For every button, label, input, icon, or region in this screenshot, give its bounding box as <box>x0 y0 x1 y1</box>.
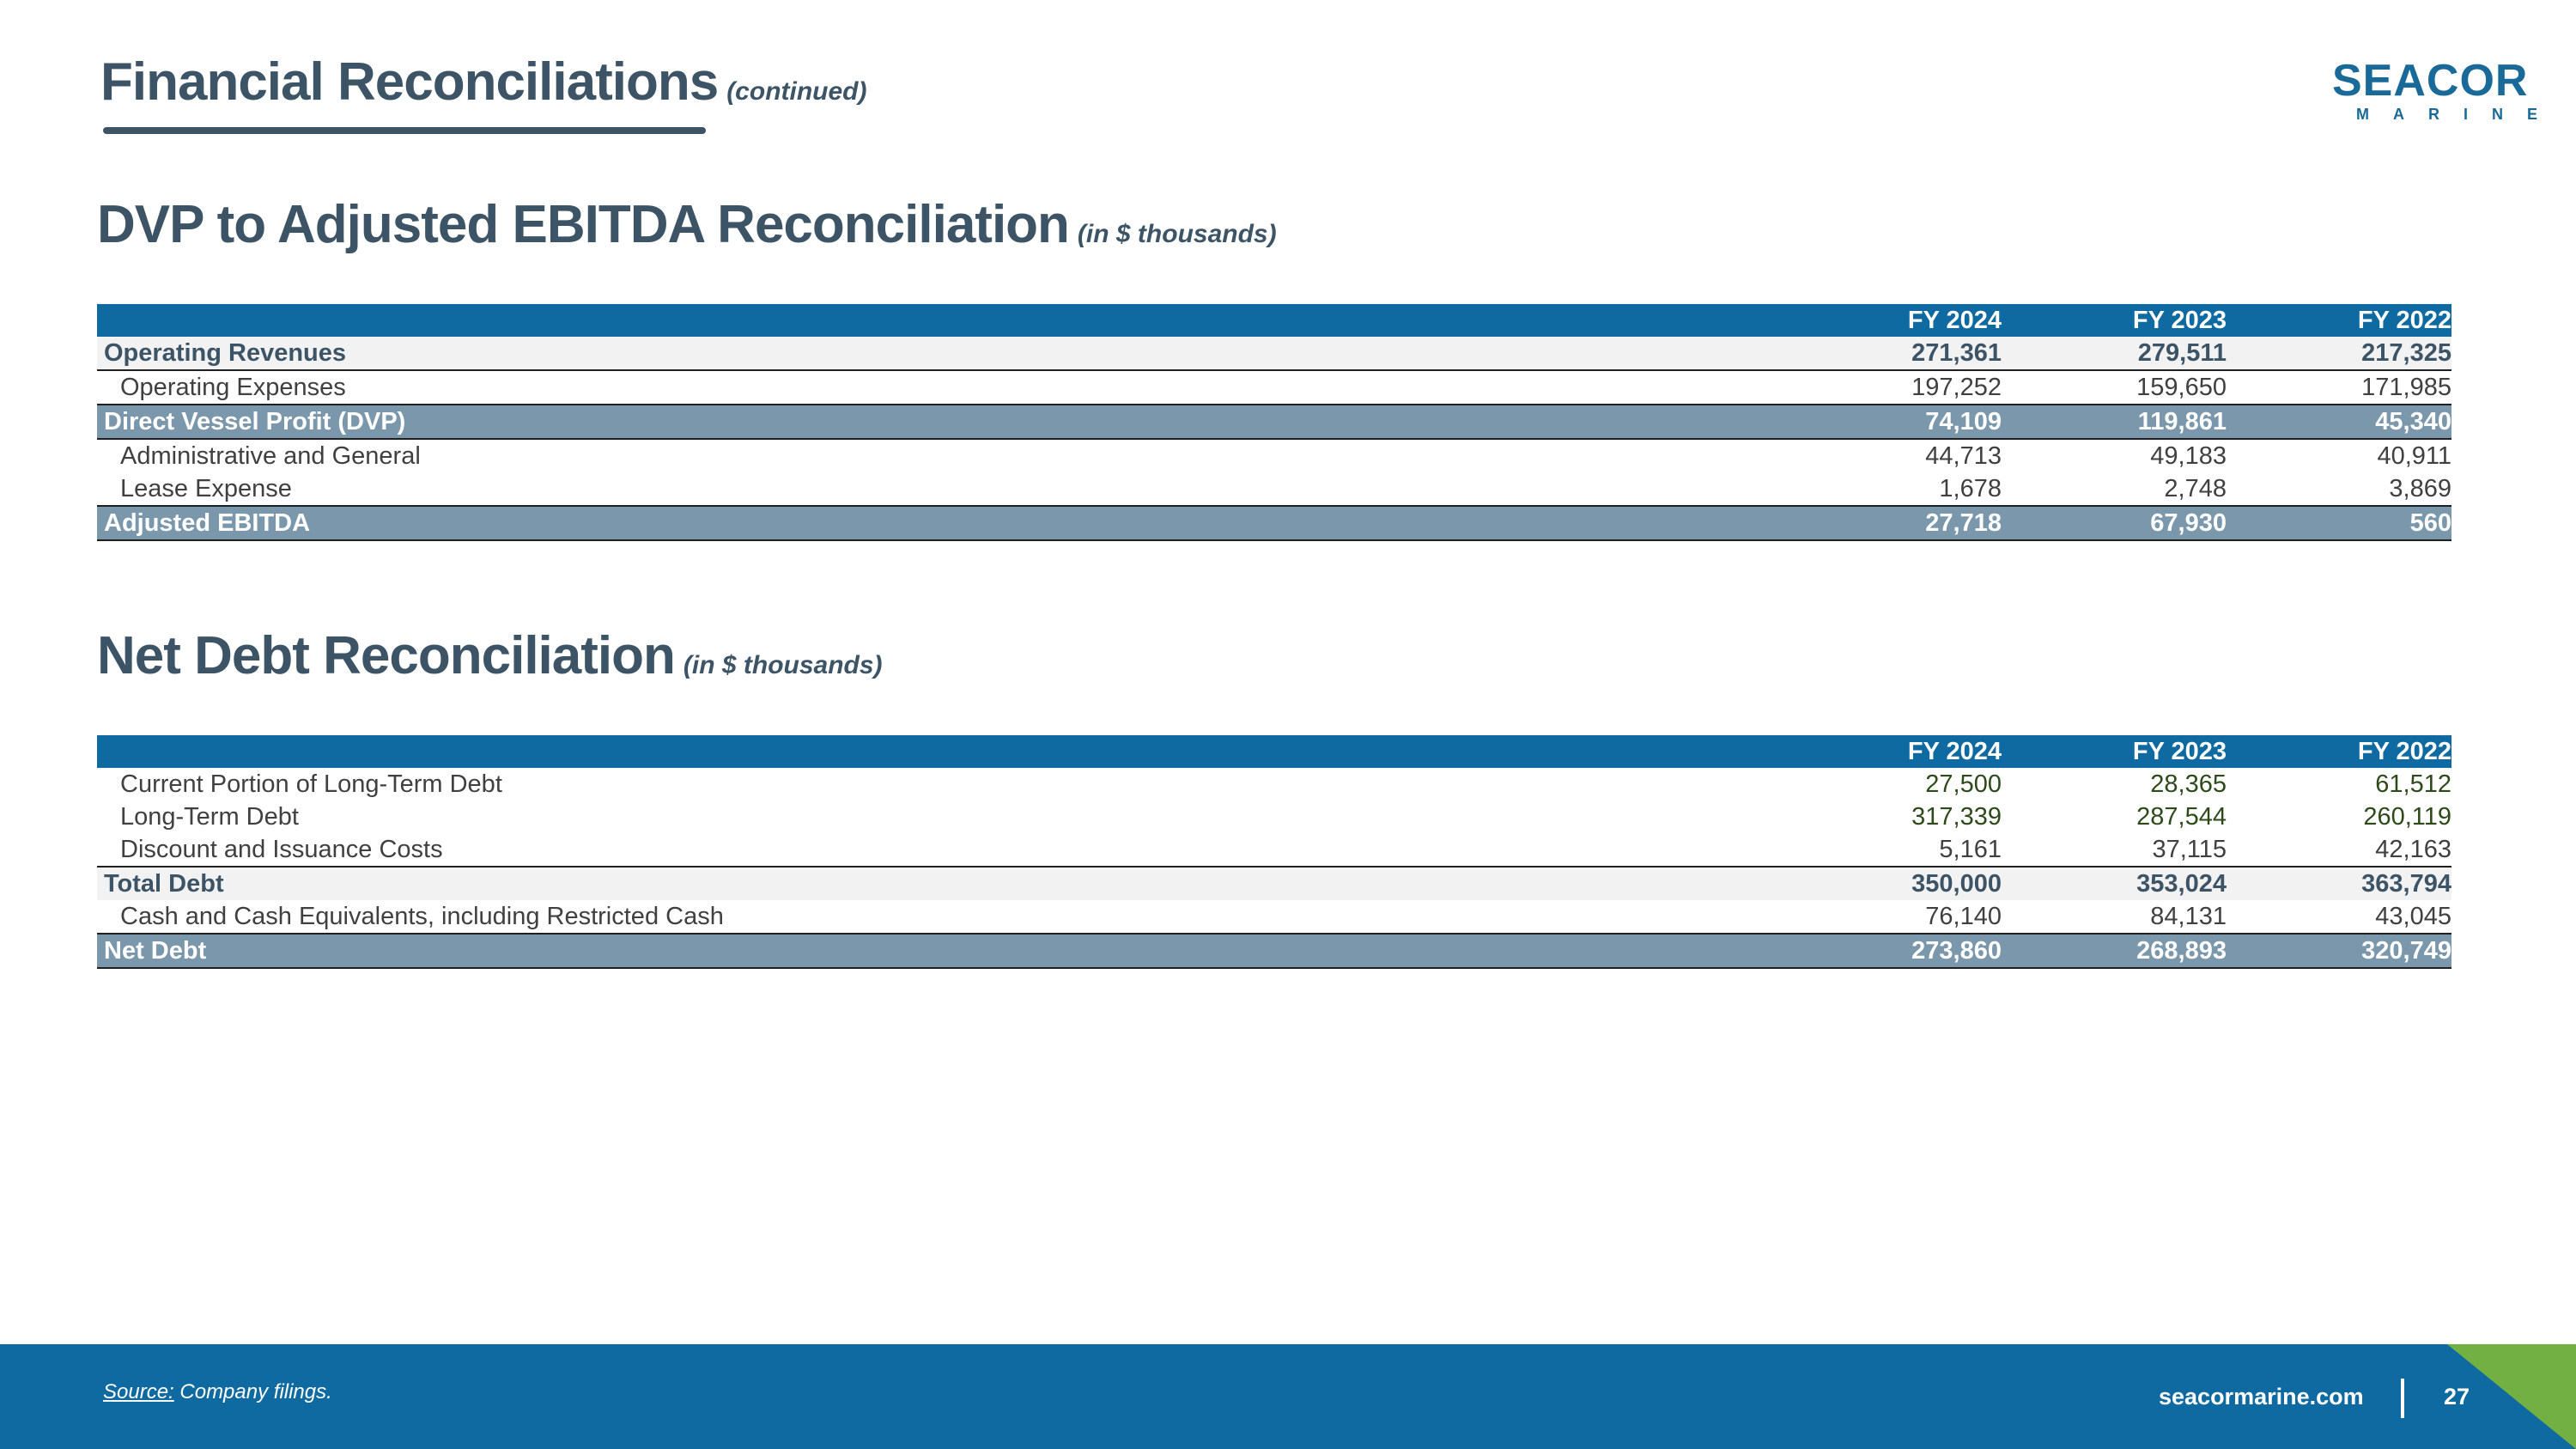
row-label: Current Portion of Long-Term Debt <box>97 768 1777 801</box>
row-value: 317,339 <box>1777 801 2002 833</box>
row-value: 84,131 <box>2002 900 2227 934</box>
table-row: Adjusted EBITDA 27,718 67,930 560 <box>97 505 2451 541</box>
table-row: Administrative and General 44,713 49,183… <box>97 439 2451 472</box>
logo-word: SEACOR <box>2332 56 2529 106</box>
row-label: Lease Expense <box>97 472 1777 506</box>
row-value: 320,749 <box>2227 933 2451 969</box>
table-row: Direct Vessel Profit (DVP) 74,109 119,86… <box>97 404 2451 440</box>
net-debt-reconciliation-table: FY 2024 FY 2023 FY 2022 Current Portion … <box>97 735 2451 969</box>
column-header: FY 2023 <box>2002 304 2227 337</box>
row-value: 217,325 <box>2227 337 2451 371</box>
website-link[interactable]: seacormarine.com <box>2159 1384 2364 1409</box>
row-label: Administrative and General <box>97 439 1777 472</box>
row-label: Direct Vessel Profit (DVP) <box>97 404 1777 440</box>
page-title: Financial Reconciliations (continued) <box>100 52 867 113</box>
table-row: Cash and Cash Equivalents, including Res… <box>97 900 2451 934</box>
row-label: Net Debt <box>97 933 1777 969</box>
debt-title: Net Debt Reconciliation <box>97 626 676 685</box>
row-value: 27,500 <box>1777 768 2002 801</box>
row-value: 5,161 <box>1777 833 2002 868</box>
debt-section-title: Net Debt Reconciliation (in $ thousands) <box>97 625 883 686</box>
table-row: Operating Expenses 197,252 159,650 171,9… <box>97 370 2451 405</box>
row-value: 273,860 <box>1777 933 2002 969</box>
row-value: 37,115 <box>2002 833 2227 868</box>
row-value: 353,024 <box>2002 867 2227 900</box>
row-value: 363,794 <box>2227 867 2451 900</box>
dvp-section-title: DVP to Adjusted EBITDA Reconciliation (in… <box>97 194 1277 255</box>
footer-accent-triangle <box>2447 1344 2576 1449</box>
row-value: 279,511 <box>2002 337 2227 371</box>
row-value: 76,140 <box>1777 900 2002 934</box>
row-value: 49,183 <box>2002 439 2227 472</box>
table-row: Operating Revenues 271,361 279,511 217,3… <box>97 337 2451 371</box>
footer-source: Source: Company filings. <box>103 1380 332 1404</box>
debt-subtitle: (in $ thousands) <box>683 651 883 679</box>
row-value: 560 <box>2227 505 2451 541</box>
row-value: 3,869 <box>2227 472 2451 506</box>
row-value: 2,748 <box>2002 472 2227 506</box>
row-label: Long-Term Debt <box>97 801 1777 833</box>
row-value: 45,340 <box>2227 404 2451 440</box>
row-value: 119,861 <box>2002 404 2227 440</box>
table-header-row: FY 2024 FY 2023 FY 2022 <box>97 304 2451 337</box>
row-value: 171,985 <box>2227 370 2451 405</box>
footer-separator <box>2401 1379 2404 1418</box>
dvp-reconciliation-table: FY 2024 FY 2023 FY 2022 Operating Revenu… <box>97 304 2451 541</box>
header-label-cell <box>97 304 1777 337</box>
header-label-cell <box>97 735 1777 768</box>
row-label: Operating Expenses <box>97 370 1777 405</box>
column-header: FY 2024 <box>1777 304 2002 337</box>
row-value: 1,678 <box>1777 472 2002 506</box>
source-text: Company filings. <box>173 1380 332 1403</box>
row-value: 61,512 <box>2227 768 2451 801</box>
row-value: 43,045 <box>2227 900 2451 934</box>
table-row: Total Debt 350,000 353,024 363,794 <box>97 867 2451 900</box>
row-value: 40,911 <box>2227 439 2451 472</box>
page-title-main: Financial Reconciliations <box>100 52 719 112</box>
page-title-subtitle: (continued) <box>726 77 867 106</box>
row-value: 67,930 <box>2002 505 2227 541</box>
row-value: 74,109 <box>1777 404 2002 440</box>
column-header: FY 2022 <box>2227 735 2451 768</box>
column-header: FY 2023 <box>2002 735 2227 768</box>
logo-sub: MARINE <box>2356 106 2561 123</box>
dvp-subtitle: (in $ thousands) <box>1077 220 1277 248</box>
row-label: Adjusted EBITDA <box>97 505 1777 541</box>
table-header-row: FY 2024 FY 2023 FY 2022 <box>97 735 2451 768</box>
row-value: 27,718 <box>1777 505 2002 541</box>
table-row: Lease Expense 1,678 2,748 3,869 <box>97 472 2451 506</box>
seacor-marine-logo: SEACOR MARINE <box>2332 56 2561 124</box>
row-value: 350,000 <box>1777 867 2002 900</box>
row-value: 159,650 <box>2002 370 2227 405</box>
row-value: 42,163 <box>2227 833 2451 868</box>
footer-bar: Source: Company filings. seacormarine.co… <box>0 1344 2576 1449</box>
title-underline <box>103 127 706 134</box>
column-header: FY 2022 <box>2227 304 2451 337</box>
row-value: 28,365 <box>2002 768 2227 801</box>
dvp-title: DVP to Adjusted EBITDA Reconciliation <box>97 195 1070 254</box>
row-label: Operating Revenues <box>97 337 1777 371</box>
table-row: Long-Term Debt 317,339 287,544 260,119 <box>97 801 2451 833</box>
row-value: 287,544 <box>2002 801 2227 833</box>
table-row: Net Debt 273,860 268,893 320,749 <box>97 933 2451 969</box>
table-row: Current Portion of Long-Term Debt 27,500… <box>97 768 2451 801</box>
row-label: Cash and Cash Equivalents, including Res… <box>97 900 1777 934</box>
row-value: 260,119 <box>2227 801 2451 833</box>
row-label: Total Debt <box>97 867 1777 900</box>
table-row: Discount and Issuance Costs 5,161 37,115… <box>97 833 2451 868</box>
page-number: 27 <box>2444 1384 2470 1409</box>
row-value: 271,361 <box>1777 337 2002 371</box>
row-label: Discount and Issuance Costs <box>97 833 1777 868</box>
row-value: 197,252 <box>1777 370 2002 405</box>
row-value: 44,713 <box>1777 439 2002 472</box>
column-header: FY 2024 <box>1777 735 2002 768</box>
source-label: Source: <box>103 1380 174 1403</box>
row-value: 268,893 <box>2002 933 2227 969</box>
